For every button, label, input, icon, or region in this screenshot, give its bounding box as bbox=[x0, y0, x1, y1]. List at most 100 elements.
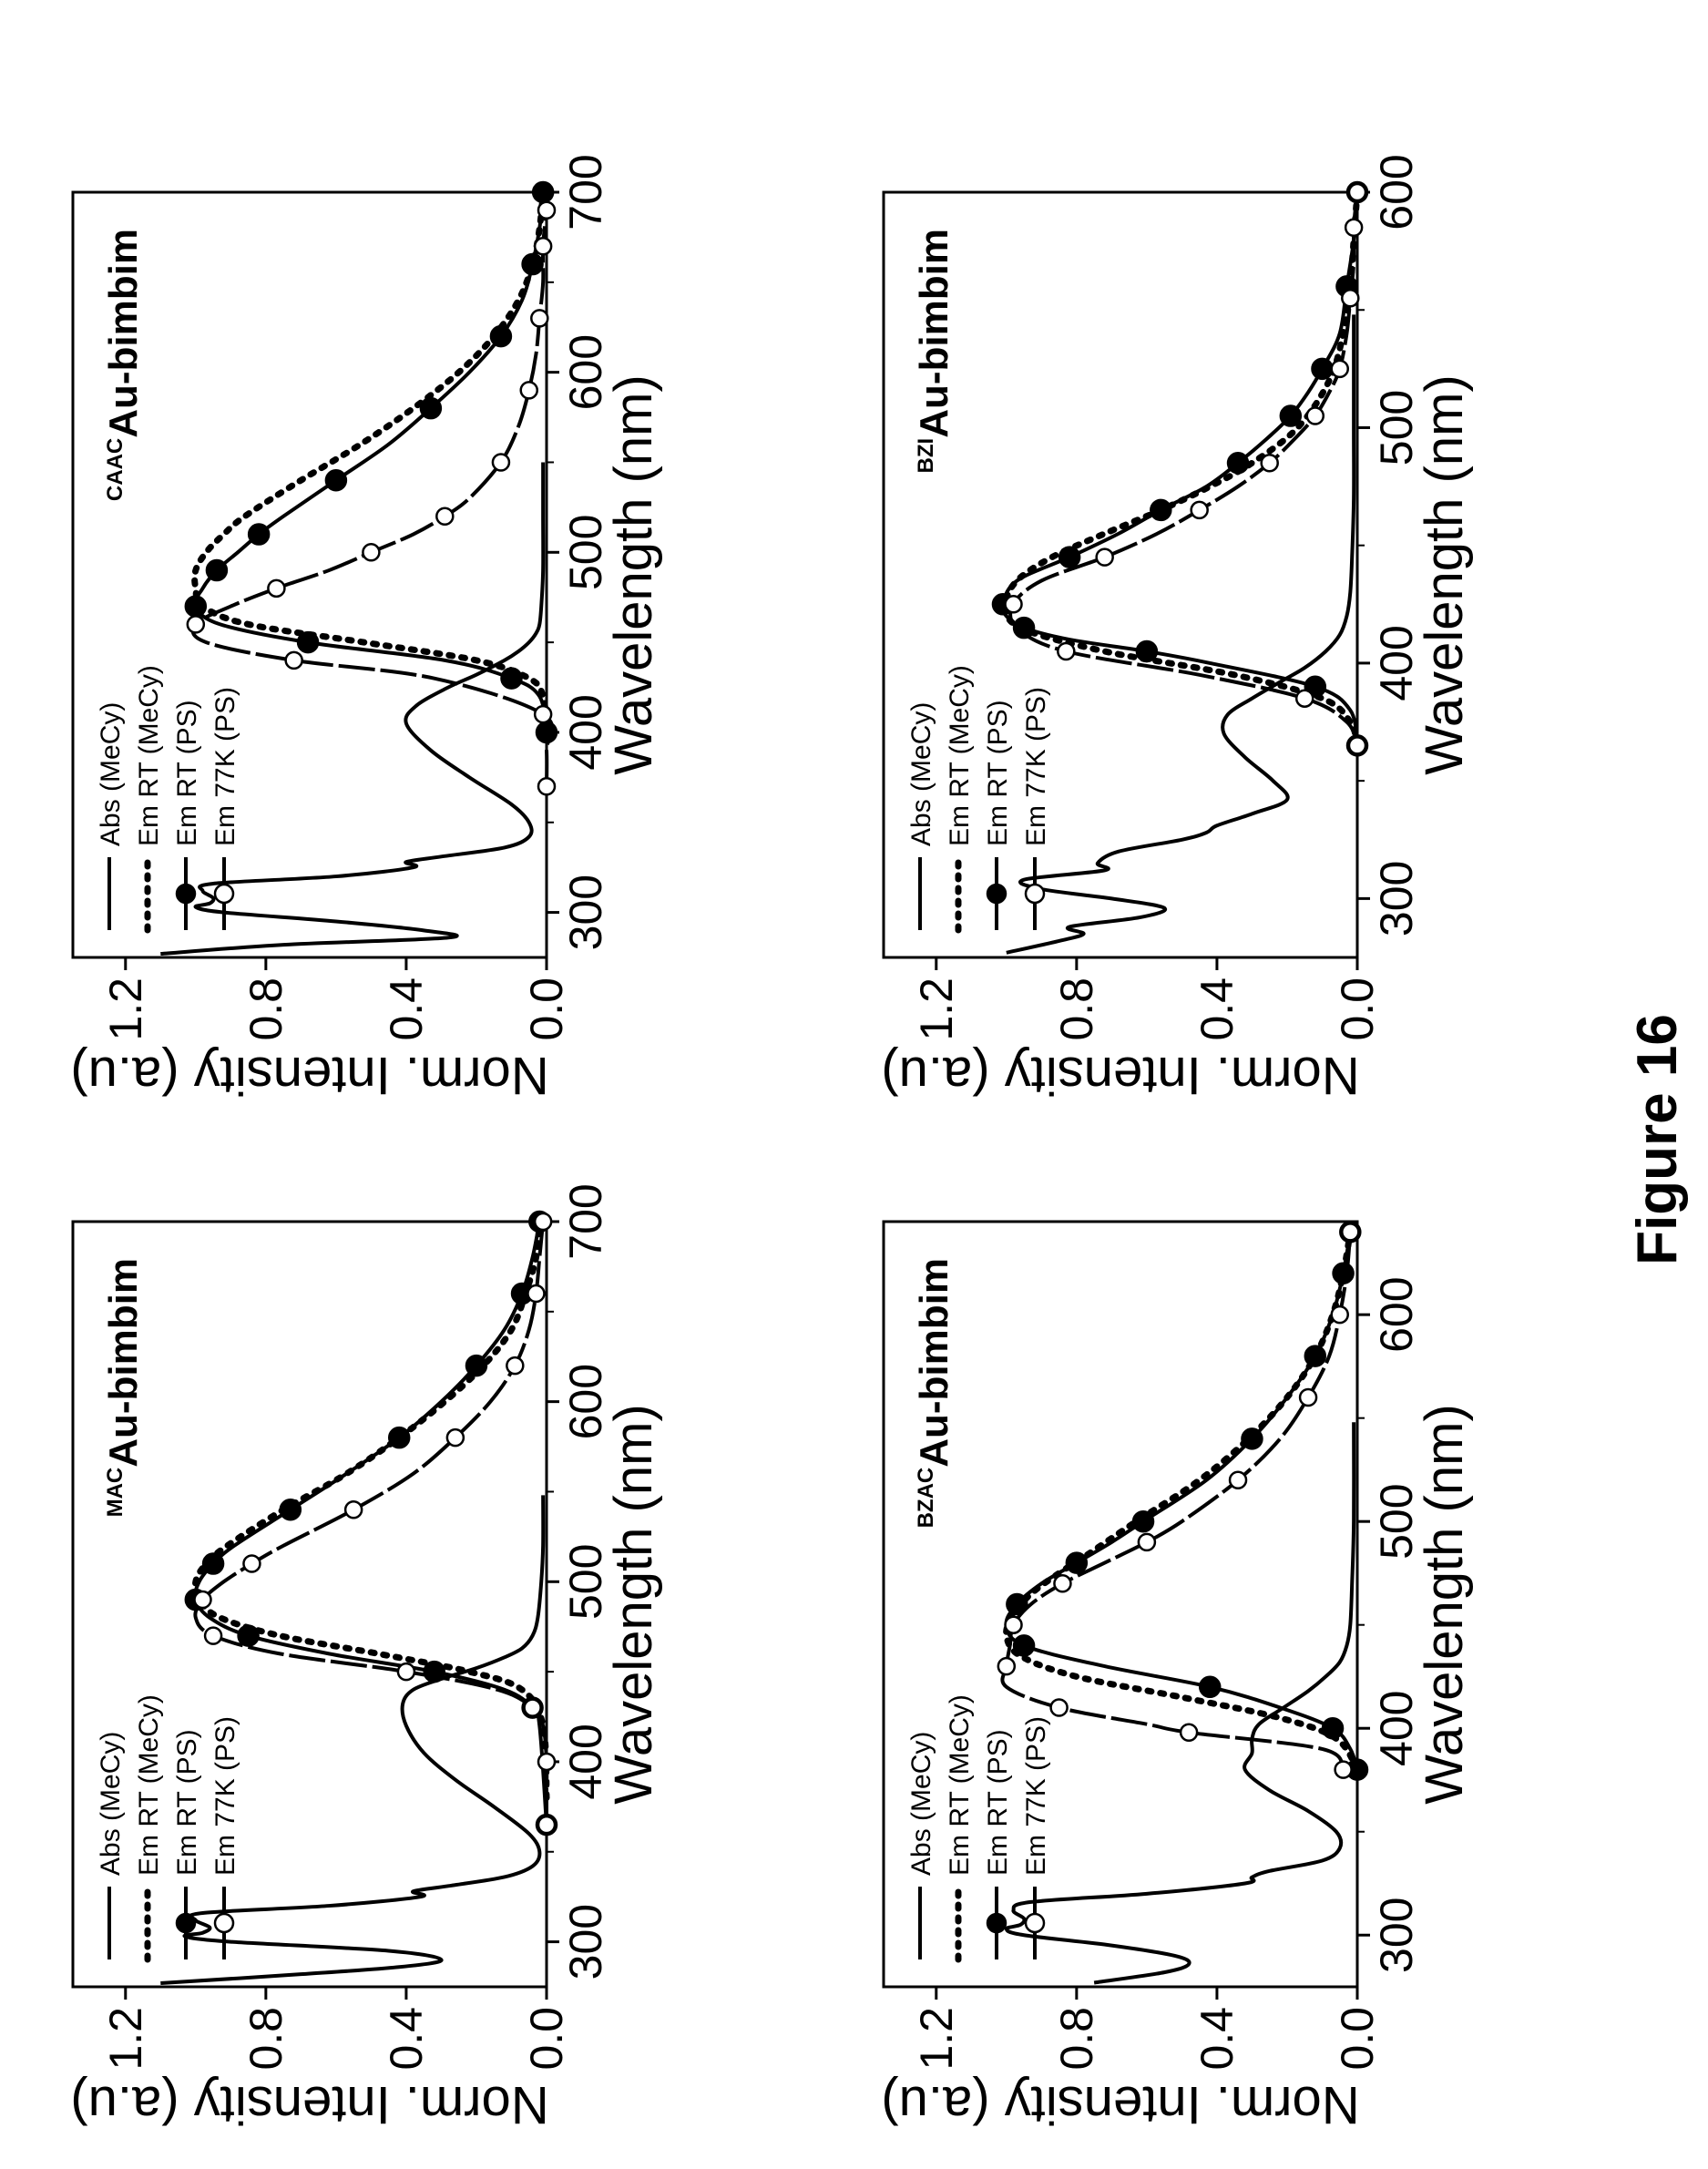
panel-title-main: Au-bimbim bbox=[101, 1258, 146, 1468]
series-3 bbox=[193, 1212, 557, 1835]
series-line bbox=[1000, 1232, 1353, 1772]
data-point bbox=[537, 200, 557, 220]
data-point bbox=[465, 1354, 488, 1377]
series-0 bbox=[160, 462, 546, 957]
data-point bbox=[997, 1656, 1017, 1676]
series-0 bbox=[1006, 314, 1356, 955]
x-axis-title: Wavelength (nm) bbox=[1415, 374, 1474, 774]
data-point bbox=[1228, 1470, 1248, 1490]
data-point bbox=[1058, 546, 1081, 568]
legend-label: Em RT (PS) bbox=[172, 1729, 202, 1876]
y-tick-label: 0.8 bbox=[1051, 2007, 1102, 2071]
y-tick-label: 0.4 bbox=[1192, 977, 1243, 1041]
data-point bbox=[533, 237, 553, 256]
data-point bbox=[242, 1554, 261, 1573]
legend-label: Abs (MeCy) bbox=[906, 702, 936, 846]
legend-label: Em RT (MeCy) bbox=[945, 665, 975, 846]
legend-label: Abs (MeCy) bbox=[96, 702, 126, 846]
data-point bbox=[1012, 616, 1036, 639]
legend-label: Em RT (PS) bbox=[983, 1729, 1013, 1876]
legend-label: Em RT (PS) bbox=[983, 700, 1013, 846]
data-point bbox=[205, 558, 229, 582]
data-point bbox=[1179, 1723, 1199, 1743]
plot-frame bbox=[71, 1220, 548, 1989]
x-tick-label: 400 bbox=[1371, 1690, 1422, 1765]
panel-title-superscript: MAC bbox=[103, 1468, 128, 1518]
panel-title-superscript: BZAC bbox=[914, 1468, 938, 1529]
y-tick-label: 1.2 bbox=[100, 977, 151, 1041]
legend-label: Em RT (MeCy) bbox=[134, 1694, 164, 1876]
y-tick-label: 0.4 bbox=[381, 977, 432, 1041]
chart-panel-bzac: 300 400 500 600 0.0 0.4 0.8 1.2 Wavelength (nm) N… bbox=[881, 1220, 1474, 2134]
data-point bbox=[184, 595, 208, 618]
legend: Abs (MeCy) Em RT (MeCy) Em RT (PS) Em 77K (… bbox=[96, 1694, 240, 1963]
data-point bbox=[201, 1552, 225, 1575]
y-axis-title: Norm. Intensity (a.u) bbox=[881, 1046, 1359, 1105]
data-point bbox=[186, 615, 206, 634]
data-point bbox=[1321, 1716, 1345, 1740]
series-line bbox=[1003, 189, 1361, 749]
data-point bbox=[1135, 639, 1159, 663]
data-point bbox=[537, 1752, 557, 1772]
data-point bbox=[396, 1662, 416, 1682]
legend-label: Em 77K (PS) bbox=[1021, 687, 1051, 846]
data-point bbox=[1006, 1592, 1028, 1616]
panel-title-superscript: CAAC bbox=[103, 438, 128, 501]
legend-marker bbox=[986, 1912, 1007, 1934]
figure-caption: Figure 16 bbox=[1626, 1014, 1689, 1265]
legend-marker bbox=[1024, 883, 1046, 905]
data-point bbox=[531, 180, 555, 204]
y-axis-title: Norm. Intensity (a.u) bbox=[881, 2075, 1359, 2134]
y-tick-label: 0.0 bbox=[521, 2007, 572, 2071]
series-line bbox=[191, 189, 550, 736]
series-1 bbox=[191, 189, 550, 736]
series-3 bbox=[186, 200, 557, 796]
y-tick-label: 1.2 bbox=[911, 977, 962, 1041]
panel-title-main: Au-bimbim bbox=[101, 229, 146, 438]
data-point bbox=[387, 1426, 411, 1449]
data-point bbox=[284, 650, 303, 670]
series-1 bbox=[1003, 189, 1361, 749]
series-line bbox=[193, 1221, 548, 1826]
legend-label: Em RT (MeCy) bbox=[945, 1694, 975, 1876]
series-1 bbox=[1003, 1228, 1361, 1774]
data-point bbox=[521, 252, 544, 276]
x-tick-label: 500 bbox=[560, 515, 611, 590]
data-point bbox=[523, 1698, 542, 1717]
y-tick-label: 0.0 bbox=[521, 977, 572, 1041]
legend-label: Em 77K (PS) bbox=[210, 1716, 240, 1876]
legend-marker bbox=[175, 883, 197, 905]
data-point bbox=[362, 543, 381, 562]
x-tick-label: 300 bbox=[560, 1904, 611, 1980]
data-point bbox=[1294, 689, 1314, 708]
data-point bbox=[537, 1815, 557, 1835]
legend-marker bbox=[213, 883, 235, 905]
series-line bbox=[1004, 1422, 1356, 1985]
series-3 bbox=[1004, 182, 1367, 755]
data-point bbox=[1304, 1345, 1327, 1367]
legend-label: Em RT (MeCy) bbox=[134, 665, 164, 846]
series-line bbox=[190, 210, 555, 787]
data-point bbox=[530, 309, 549, 328]
data-point bbox=[1198, 1675, 1222, 1699]
x-tick-label: 400 bbox=[560, 1724, 611, 1799]
data-point bbox=[1347, 182, 1367, 202]
legend-label: Em 77K (PS) bbox=[1021, 1716, 1051, 1876]
data-point bbox=[1095, 547, 1114, 567]
data-point bbox=[279, 1498, 302, 1521]
data-point bbox=[445, 1427, 465, 1448]
data-point bbox=[527, 1284, 546, 1304]
rotated-figure-content: 300 400 500 600 700 0.0 0.4 0.8 1.2 Wavelength (n… bbox=[70, 154, 1689, 2134]
series-2 bbox=[184, 1210, 558, 1836]
series-1 bbox=[191, 1218, 550, 1801]
data-point bbox=[193, 1590, 212, 1610]
data-point bbox=[1049, 1698, 1069, 1717]
series-0 bbox=[1004, 1422, 1356, 1985]
series-line bbox=[193, 1221, 549, 1826]
x-tick-label: 600 bbox=[560, 334, 611, 410]
data-point bbox=[1057, 641, 1076, 661]
legend-label: Em 77K (PS) bbox=[210, 687, 240, 846]
data-point bbox=[519, 381, 538, 400]
data-point bbox=[1226, 451, 1250, 475]
x-axis-title: Wavelength (nm) bbox=[604, 374, 663, 774]
